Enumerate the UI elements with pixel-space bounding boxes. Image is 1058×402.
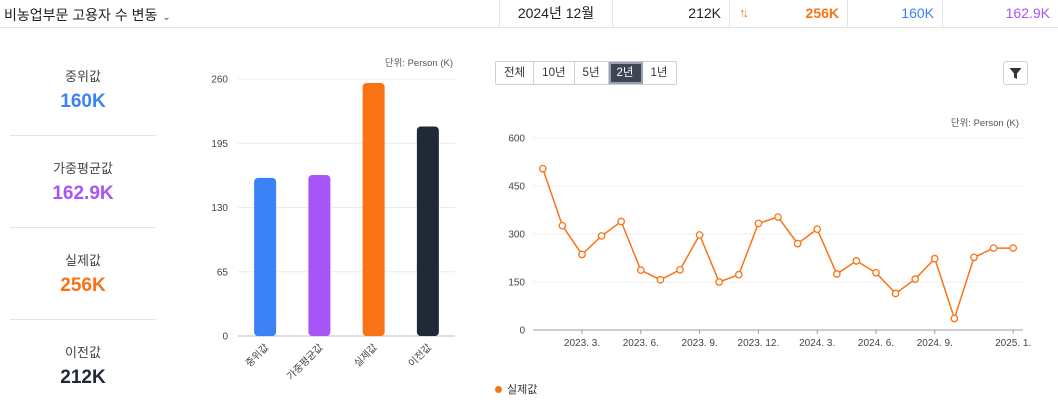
line-x-tick-label: 2024. 9.: [917, 338, 953, 349]
stat-label: 실제값: [65, 253, 101, 268]
data-point[interactable]: [970, 253, 978, 262]
stat-value: 212K: [60, 367, 106, 388]
bar-chart-unit-label: 단위: Person (K): [385, 57, 453, 69]
chevron-down-icon: ⌄: [162, 12, 171, 23]
series-line: [542, 168, 1014, 321]
data-point[interactable]: [715, 278, 724, 286]
line-x-tick-label: 2023. 9.: [682, 338, 718, 349]
range-5y-button[interactable]: 5년: [574, 62, 609, 84]
line-x-tick-label: 2023. 6.: [623, 338, 659, 349]
line-y-tick-label: 450: [508, 182, 525, 193]
stat-label: 이전값: [65, 345, 101, 360]
data-point[interactable]: [813, 225, 822, 234]
range-all-button[interactable]: 전체: [496, 62, 535, 84]
filter-icon: [1009, 67, 1022, 79]
bar[interactable]: [254, 177, 277, 336]
range-1y-button[interactable]: 1년: [642, 62, 676, 84]
data-point[interactable]: [774, 213, 782, 221]
stat-value: 162.9K: [52, 183, 114, 204]
line-chart-legend: 실제값: [495, 381, 537, 397]
summary-stats: 중위값 160K 가중평균값 162.9K 실제값 256K 이전값 212K: [10, 44, 156, 402]
weighted-average-value: 162.9K: [942, 0, 1058, 27]
stat-label: 가중평균값: [53, 161, 113, 176]
line-y-tick-label: 300: [508, 230, 525, 241]
stat-previous: 이전값 212K: [10, 320, 156, 402]
line-x-tick-label: 2024. 6.: [858, 338, 894, 349]
indicator-title-dropdown[interactable]: 비농업부문 고용자 수 변동 ⌄: [4, 5, 171, 25]
data-point[interactable]: [578, 250, 586, 259]
data-point[interactable]: [793, 239, 802, 248]
data-point[interactable]: [911, 275, 920, 283]
stat-value: 256K: [60, 275, 106, 296]
bar-y-tick-label: 0: [222, 332, 228, 343]
line-x-tick-label: 2023. 3.: [564, 338, 600, 349]
range-selector: 전체 10년 5년 2년 1년: [495, 61, 677, 85]
legend-marker: [495, 385, 502, 393]
line-y-tick-label: 150: [508, 278, 525, 289]
data-point[interactable]: [989, 244, 998, 252]
median-value: 160K: [847, 0, 942, 27]
line-y-tick-label: 0: [519, 326, 525, 337]
bar-x-tick-label: 실제값: [352, 342, 380, 370]
data-point[interactable]: [597, 232, 606, 240]
stat-median: 중위값 160K: [10, 44, 156, 136]
data-point[interactable]: [950, 314, 959, 323]
stat-value: 160K: [60, 91, 106, 112]
data-point[interactable]: [891, 289, 900, 298]
bar-y-tick-label: 65: [217, 267, 229, 278]
indicator-title: 비농업부문 고용자 수 변동: [4, 7, 158, 23]
line-x-tick-label: 2024. 3.: [799, 338, 835, 349]
data-point[interactable]: [754, 219, 763, 228]
data-point[interactable]: [852, 257, 861, 265]
bar-x-tick-label: 중위값: [243, 341, 272, 370]
stat-label: 중위값: [65, 69, 101, 84]
history-line-chart: 단위: Person (K) 0 150 300 450 600 2023. 3. 2023…: [508, 117, 1031, 349]
data-point[interactable]: [617, 217, 626, 226]
stat-actual: 실제값 256K: [10, 228, 156, 320]
bar[interactable]: [308, 174, 331, 336]
range-10y-button[interactable]: 10년: [534, 62, 575, 84]
legend-label: 실제값: [507, 384, 538, 396]
data-point[interactable]: [676, 265, 684, 274]
data-point[interactable]: [734, 270, 743, 279]
data-point[interactable]: [930, 254, 939, 263]
range-2y-button[interactable]: 2년: [608, 62, 643, 84]
data-point[interactable]: [1009, 244, 1018, 252]
data-point[interactable]: [538, 164, 547, 173]
up-arrows-icon: ↑↓: [739, 5, 749, 20]
stat-weighted-average: 가중평균값 162.9K: [10, 136, 156, 228]
actual-value: 256K: [805, 5, 839, 21]
line-y-tick-label: 600: [508, 134, 525, 145]
line-x-tick-label: 2023. 12.: [738, 338, 780, 349]
release-date: 2024년 12월: [499, 0, 612, 27]
bar-y-tick-label: 260: [211, 75, 228, 86]
data-point[interactable]: [636, 266, 645, 275]
filter-button[interactable]: [1003, 61, 1028, 85]
bar-y-tick-label: 195: [211, 139, 228, 150]
line-x-tick-label: 2025. 1.: [995, 338, 1031, 349]
line-chart-unit-label: 단위: Person (K): [951, 117, 1019, 129]
data-point[interactable]: [872, 268, 880, 277]
bar[interactable]: [362, 82, 385, 336]
bar-x-tick-label: 가중평균값: [284, 342, 325, 383]
bar[interactable]: [416, 126, 439, 336]
comparison-bar-chart: 단위: Person (K) 0 65 130 195 260 중위값 가중평균값 실제값 이전…: [211, 57, 455, 383]
data-point[interactable]: [832, 270, 841, 278]
data-point[interactable]: [558, 221, 567, 230]
previous-value: 212K: [612, 0, 729, 27]
data-point[interactable]: [656, 275, 665, 284]
bar-y-tick-label: 130: [211, 203, 228, 214]
indicator-header: 비농업부문 고용자 수 변동 ⌄ 2024년 12월 212K ↑↓ 256K 1…: [0, 0, 1058, 28]
actual-value-cell: ↑↓ 256K: [729, 0, 847, 27]
data-point[interactable]: [695, 231, 704, 239]
bar-x-tick-label: 이전값: [406, 342, 434, 370]
